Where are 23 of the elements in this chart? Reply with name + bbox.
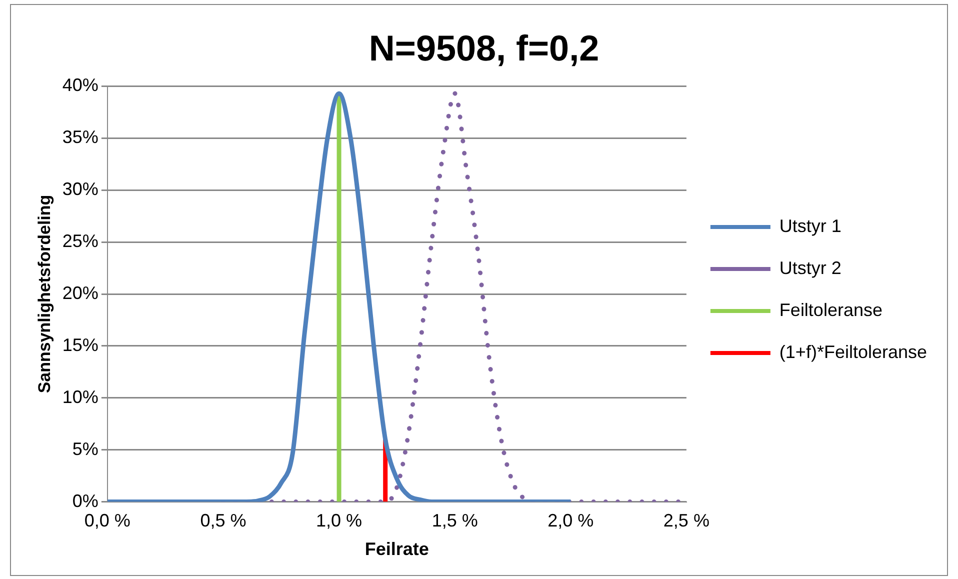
x-tick-label: 2,5 % <box>663 510 710 531</box>
line-series <box>107 91 573 502</box>
y-tick-label: 30% <box>62 179 98 200</box>
x-tick-label: 0,5 % <box>200 510 246 531</box>
x-axis-title: Feilrate <box>364 539 429 560</box>
y-tick-label: 0% <box>72 490 98 511</box>
x-tick-label: 2,0 % <box>548 510 594 531</box>
y-tick-label: 25% <box>62 231 98 252</box>
y-tick-label: 10% <box>62 386 98 407</box>
y-tick-label: 5% <box>72 438 98 459</box>
legend-label: Utstyr 2 <box>779 258 842 278</box>
legend-label: Utstyr 1 <box>779 216 842 236</box>
x-tick-label: 1,5 % <box>432 510 478 531</box>
x-tick-label: 1,0 % <box>316 510 362 531</box>
x-tick-label: 0,0 % <box>84 510 130 531</box>
legend-label: Feiltoleranse <box>779 300 882 320</box>
y-tick-label: 40% <box>62 75 98 96</box>
y-tick-label: 35% <box>62 127 98 148</box>
legend-label: (1+f)*Feiltoleranse <box>779 342 928 362</box>
y-axis-title: Sannsynlighetsfordeling <box>34 194 54 394</box>
chart-title: N=9508, f=0,2 <box>368 28 600 69</box>
y-tick-label: 20% <box>62 282 98 303</box>
y-tick-label: 15% <box>62 334 98 355</box>
